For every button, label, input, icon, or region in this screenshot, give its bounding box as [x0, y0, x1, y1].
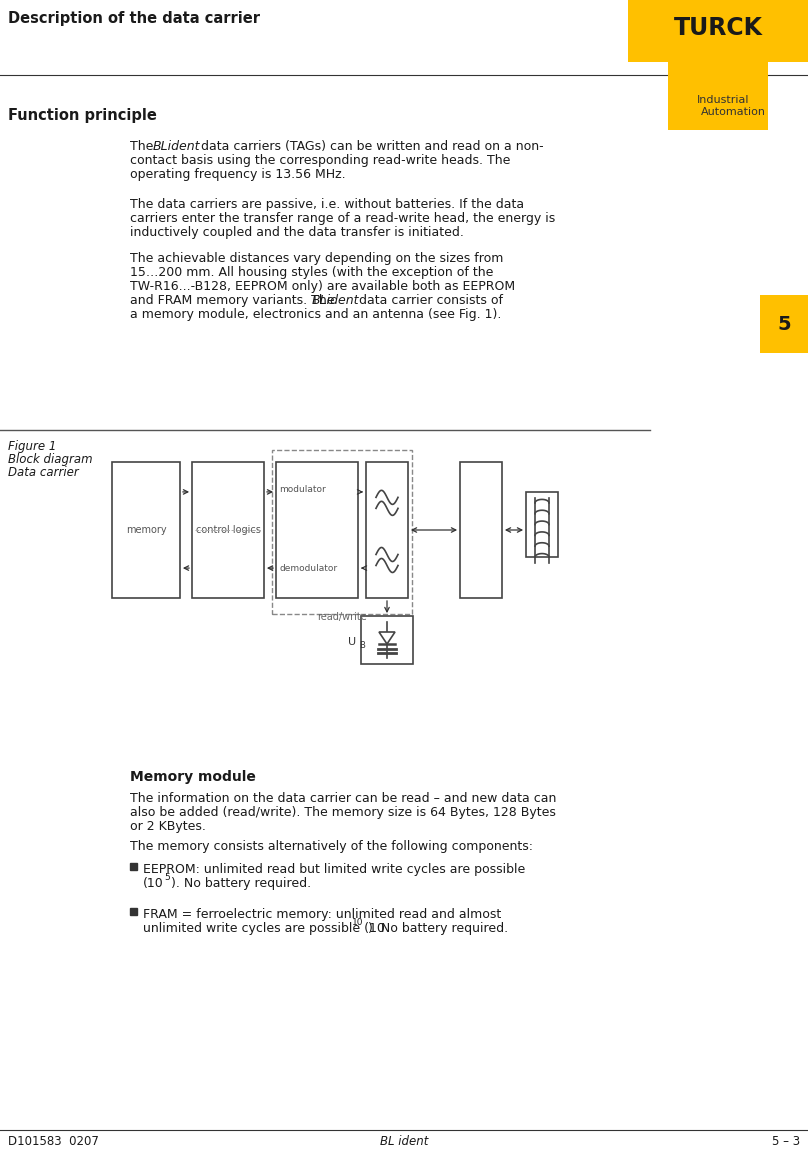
- Bar: [361, 616, 413, 663]
- Text: The data carriers are passive, i.e. without batteries. If the data: The data carriers are passive, i.e. with…: [130, 198, 524, 211]
- Text: Automation: Automation: [701, 107, 765, 117]
- Text: or 2 KBytes.: or 2 KBytes.: [130, 820, 206, 833]
- Text: Function principle: Function principle: [8, 108, 157, 122]
- Text: data carriers (TAGs) can be written and read on a non-: data carriers (TAGs) can be written and …: [197, 140, 544, 153]
- Text: control logics: control logics: [196, 525, 260, 535]
- Text: 5: 5: [164, 873, 170, 881]
- Text: Memory module: Memory module: [130, 770, 256, 784]
- Text: operating frequency is 13.56 MHz.: operating frequency is 13.56 MHz.: [130, 168, 346, 181]
- Text: ). No battery required.: ). No battery required.: [368, 922, 508, 935]
- Bar: [760, 295, 808, 353]
- Text: FRAM = ferroelectric memory: unlimited read and almost: FRAM = ferroelectric memory: unlimited r…: [143, 908, 501, 921]
- Text: 10: 10: [352, 918, 364, 927]
- Bar: [192, 462, 264, 598]
- Text: demodulator: demodulator: [279, 563, 337, 573]
- Text: a memory module, electronics and an antenna (see Fig. 1).: a memory module, electronics and an ante…: [130, 308, 502, 321]
- Text: ). No battery required.: ). No battery required.: [171, 877, 311, 890]
- Bar: [526, 492, 558, 557]
- Text: TW-R16...-B128, EEPROM only) are available both as EEPROM: TW-R16...-B128, EEPROM only) are availab…: [130, 280, 516, 293]
- Text: The: The: [130, 140, 158, 153]
- Text: (10: (10: [143, 877, 164, 890]
- Bar: [130, 908, 137, 915]
- Polygon shape: [379, 632, 395, 644]
- Bar: [628, 0, 808, 62]
- Text: The memory consists alternatively of the following components:: The memory consists alternatively of the…: [130, 840, 533, 854]
- Text: read/write: read/write: [317, 612, 367, 621]
- Text: memory: memory: [126, 525, 166, 535]
- Text: contact basis using the corresponding read-write heads. The: contact basis using the corresponding re…: [130, 154, 511, 167]
- Text: and FRAM memory variants. The: and FRAM memory variants. The: [130, 294, 339, 307]
- Text: BL ident: BL ident: [380, 1135, 428, 1149]
- Text: Data carrier: Data carrier: [8, 466, 78, 479]
- Text: inductively coupled and the data transfer is initiated.: inductively coupled and the data transfe…: [130, 226, 464, 239]
- Bar: [130, 863, 137, 870]
- Text: U: U: [348, 637, 356, 647]
- Text: Industrial: Industrial: [696, 94, 749, 105]
- Text: also be added (read/write). The memory size is 64 Bytes, 128 Bytes: also be added (read/write). The memory s…: [130, 806, 556, 819]
- Text: Description of the data carrier: Description of the data carrier: [8, 10, 260, 26]
- Text: BLident: BLident: [153, 140, 200, 153]
- Text: D101583  0207: D101583 0207: [8, 1135, 99, 1149]
- Text: modulator: modulator: [279, 485, 326, 493]
- Text: unlimited write cycles are possible (10: unlimited write cycles are possible (10: [143, 922, 385, 935]
- Text: 5 – 3: 5 – 3: [772, 1135, 800, 1149]
- Text: 5: 5: [777, 315, 791, 333]
- Bar: [460, 462, 502, 598]
- Text: TURCK: TURCK: [674, 16, 763, 40]
- Text: carriers enter the transfer range of a read-write head, the energy is: carriers enter the transfer range of a r…: [130, 212, 555, 225]
- Text: The achievable distances vary depending on the sizes from: The achievable distances vary depending …: [130, 252, 503, 265]
- Bar: [668, 0, 768, 129]
- Text: The information on the data carrier can be read – and new data can: The information on the data carrier can …: [130, 792, 557, 805]
- Text: BLident: BLident: [312, 294, 360, 307]
- Bar: [272, 450, 412, 614]
- Bar: [112, 462, 180, 598]
- Text: EEPROM: unlimited read but limited write cycles are possible: EEPROM: unlimited read but limited write…: [143, 863, 525, 876]
- Text: B: B: [359, 640, 365, 649]
- Text: 15…200 mm. All housing styles (with the exception of the: 15…200 mm. All housing styles (with the …: [130, 266, 494, 279]
- Bar: [276, 462, 358, 598]
- Text: Block diagram: Block diagram: [8, 454, 93, 466]
- Text: data carrier consists of: data carrier consists of: [355, 294, 503, 307]
- Text: Figure 1: Figure 1: [8, 440, 57, 454]
- Bar: [366, 462, 408, 598]
